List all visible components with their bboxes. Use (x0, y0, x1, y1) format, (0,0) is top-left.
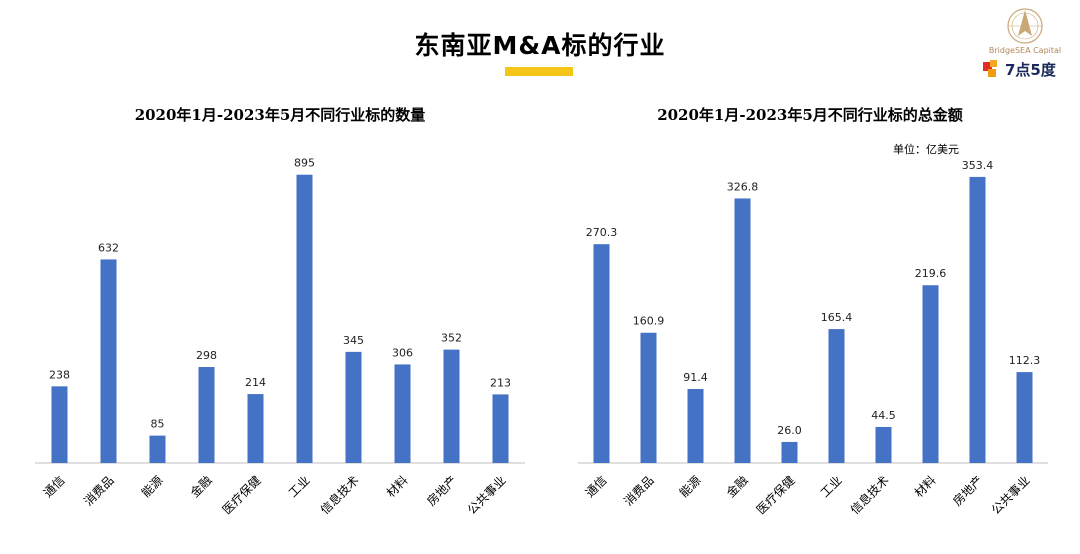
chart2-value-label: 26.0 (777, 424, 802, 437)
chart2-bar (593, 244, 610, 463)
chart1-value-label: 238 (49, 368, 70, 381)
chart2-category-label: 能源 (677, 473, 704, 500)
chart1-category-label: 材料 (384, 473, 411, 500)
chart1-title: 2020年1月-2023年5月不同行业标的数量 (134, 106, 426, 124)
chart2-value-label: 91.4 (683, 371, 708, 384)
chart1-value-label: 214 (245, 376, 266, 389)
chart1-value-label: 352 (441, 332, 462, 345)
chart2-value-label: 44.5 (871, 409, 896, 422)
chart2-category-label: 消费品 (621, 473, 656, 508)
chart1-bar (51, 386, 68, 463)
chart2-bar (875, 426, 892, 463)
chart2-bar (1016, 372, 1033, 463)
chart1-category-label: 公共事业 (465, 473, 509, 517)
chart1-bar (345, 351, 362, 463)
compass-logo-icon (1007, 8, 1043, 44)
chart2-category-label: 材料 (912, 473, 939, 500)
chart1-bar (443, 349, 460, 463)
chart2-bar (969, 176, 986, 463)
chart1-category-label: 工业 (286, 473, 313, 500)
chart1-bar (100, 259, 117, 463)
chart1-category-label: 信息技术 (317, 473, 362, 518)
chart1-value-label: 895 (294, 157, 315, 170)
chart2-value-label: 270.3 (586, 226, 618, 239)
chart1-category-label: 消费品 (81, 473, 116, 508)
chart1-value-label: 213 (490, 376, 511, 389)
chart1-bar (149, 435, 166, 463)
chart2-category-label: 公共事业 (989, 473, 1033, 517)
chart2-category-label: 信息技术 (847, 473, 892, 518)
chart2-bar (687, 389, 704, 463)
chart2-value-label: 353.4 (962, 159, 994, 172)
chart2-bar (781, 441, 798, 463)
chart2-bar (828, 329, 845, 463)
company-name: BridgeSEA Capital (988, 46, 1062, 55)
chart1-value-label: 298 (196, 349, 217, 362)
chart2-value-label: 160.9 (633, 315, 665, 328)
chart1-bar (492, 394, 509, 463)
chart2-category-label: 通信 (583, 473, 610, 500)
chart2-category-label: 房地产 (950, 473, 986, 509)
chart1-category-label: 医疗保健 (220, 473, 264, 517)
chart2-category-label: 工业 (818, 473, 845, 500)
chart1-value-label: 632 (98, 241, 119, 254)
chart2-value-label: 112.3 (1009, 354, 1041, 367)
chart1-bar (247, 394, 264, 463)
brand-mark: 7点5度 (979, 58, 1075, 79)
chart1-category-label: 通信 (41, 473, 68, 500)
chart1-category-label: 能源 (139, 473, 166, 500)
squares-logo-icon (983, 60, 997, 77)
chart1-bar (394, 364, 411, 463)
chart1-category-label: 房地产 (424, 473, 460, 509)
chart2-value-label: 219.6 (915, 267, 947, 280)
title-underline (505, 67, 573, 76)
chart2-bar (922, 285, 939, 463)
brand-logo: BridgeSEA Capital 7点5度 (975, 6, 1075, 79)
page-title: 东南亚M&A标的行业 (414, 31, 666, 60)
chart1-value-label: 345 (343, 334, 364, 347)
unit-note: 单位：亿美元 (893, 143, 959, 156)
chart1-bar (198, 367, 215, 463)
chart1-value-label: 306 (392, 346, 413, 359)
brand-name: 7点5度 (1005, 61, 1056, 79)
chart2-value-label: 165.4 (821, 311, 853, 324)
chart2-title: 2020年1月-2023年5月不同行业标的总金额 (657, 106, 963, 124)
chart2-category-label: 金融 (723, 473, 751, 501)
chart1-value-label: 85 (151, 418, 165, 431)
chart1-category-label: 金融 (187, 473, 215, 501)
chart2-bar (734, 198, 751, 463)
chart2-value-label: 326.8 (727, 180, 759, 193)
chart2-bar (640, 332, 657, 463)
chart2-category-label: 医疗保健 (754, 473, 798, 517)
chart1-bar (296, 174, 313, 463)
